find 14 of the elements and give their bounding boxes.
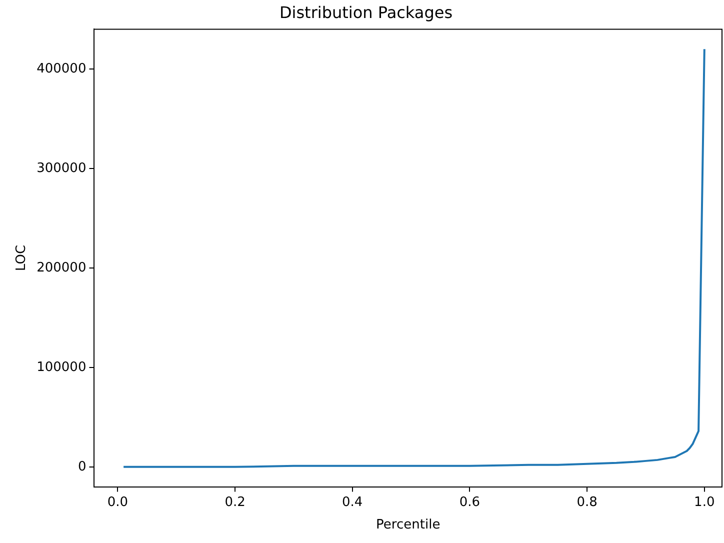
y-tick-label: 300000 (36, 160, 86, 176)
y-axis-title: LOC (14, 244, 30, 272)
x-tick-label: 0.6 (459, 494, 480, 510)
x-axis-title: Percentile (376, 518, 440, 533)
x-tick-label: 0.2 (224, 494, 246, 510)
x-tick-label: 0.0 (107, 494, 128, 510)
y-tick-label: 0 (78, 459, 86, 474)
y-tick-label: 200000 (36, 260, 86, 276)
x-tick-label: 0.4 (342, 494, 363, 510)
x-tick-label: 1.0 (694, 494, 715, 510)
y-tick-label: 100000 (36, 360, 86, 375)
y-tick-label: 400000 (36, 61, 86, 76)
chart-title: Distribution Packages (279, 2, 453, 22)
x-tick-label: 0.8 (576, 494, 598, 510)
